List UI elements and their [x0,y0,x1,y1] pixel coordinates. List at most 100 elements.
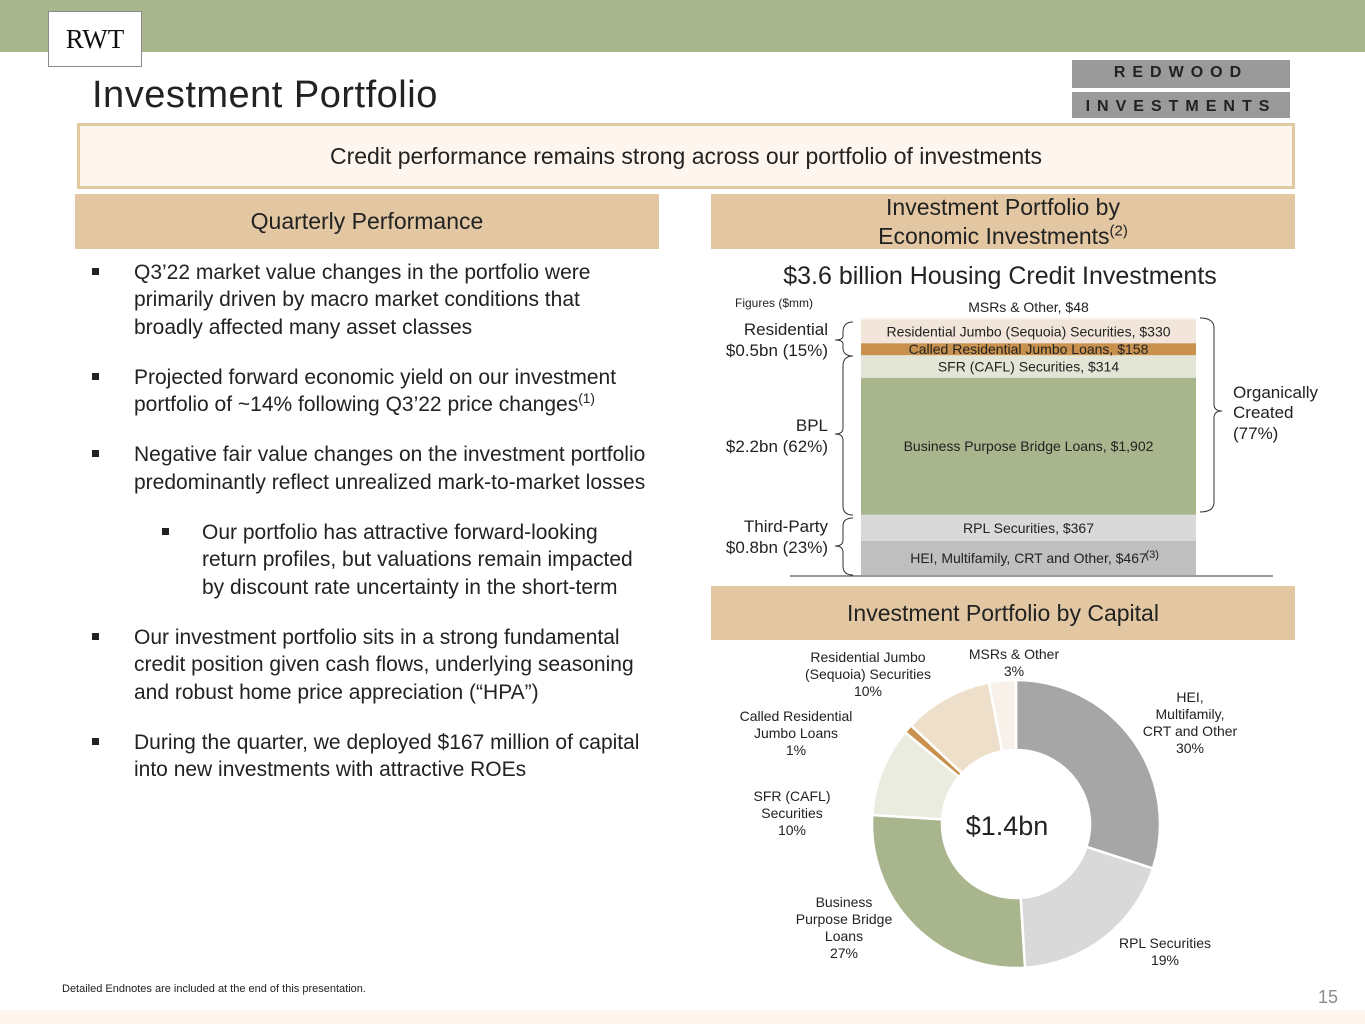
group-label-residential: Residential [744,320,828,339]
donut-label-business-purpose-bridge-loans: Business Purpose Bridge Loans 27% [796,894,893,961]
organic-label-2: Created [1233,403,1293,422]
bar-segment [861,343,1196,356]
group-value-third-party: $0.8bn (23%) [726,538,828,557]
bar-label-msrs-other: MSRs & Other, $48 [968,299,1089,315]
endnote-text: Detailed Endnotes are included at the en… [62,983,366,995]
rwt-badge: RWT [48,11,142,67]
bullet-marker [92,632,99,640]
bar-label-residential-jumbo-sequoia-securities: Residential Jumbo (Sequoia) Securities, … [886,323,1170,339]
donut-label-line: Jumbo Loans [754,725,838,741]
bullet-text: Our portfolio has attractive forward-loo… [202,521,633,599]
bullet-text: Q3’22 market value changes in the portfo… [134,261,591,339]
bar-label-hei-multifamily-crt-and-other: HEI, Multifamily, CRT and Other, $467 [910,550,1147,566]
bar-segments [861,318,1196,575]
organic-label-3: (77%) [1233,424,1278,443]
performance-bullets: Q3’22 market value changes in the portfo… [92,259,652,806]
donut-label-called-residential-jumbo-loans: Called Residential Jumbo Loans 1% [740,708,853,758]
bottom-bar [0,1010,1365,1024]
donut-label-line: 10% [854,683,882,699]
top-bar [0,0,1365,52]
donut-label-line: CRT and Other [1143,723,1238,739]
donut-slice [987,678,1018,753]
donut-label-line: Loans [825,928,863,944]
donut-label-line: 19% [1151,952,1179,968]
quarterly-performance-header: Quarterly Performance [75,194,659,249]
bullet-item: Our investment portfolio sits in a stron… [92,624,652,706]
economic-investments-header: Investment Portfolio by Economic Investm… [711,194,1295,249]
bar-segment [861,541,1196,575]
credit-banner: Credit performance remains strong across… [77,123,1295,189]
donut-label-line: Residential Jumbo [810,649,925,665]
donut-label-line: MSRs & Other [969,646,1060,662]
donut-label-residential-jumbo-sequoia-securities: Residential Jumbo (Sequoia) Securities 10% [805,649,931,699]
donut-center-label: $1.4bn [966,811,1049,841]
brace-organic [1199,317,1223,513]
donut-slice [870,813,1027,970]
bar-label-endnote: (3) [1146,549,1159,561]
page-number: 15 [1318,987,1339,1007]
logo-divider [1072,88,1290,92]
bullet-text: Negative fair value changes on the inves… [134,443,646,494]
donut-labels: HEI, Multifamily, CRT and Other 30% RPL Secu… [740,646,1238,968]
bar-segment [861,318,1196,320]
bar-segment [861,355,1196,378]
econ-header-endnote: (2) [1109,221,1128,239]
page-title: Investment Portfolio [92,74,438,116]
bar-label-business-purpose-bridge-loans: Business Purpose Bridge Loans, $1,902 [904,438,1154,454]
bullet-endnote: (1) [578,391,595,407]
bar-labels: HEI, Multifamily, CRT and Other, $467(3)… [886,299,1170,566]
donut-slice [1014,678,1162,871]
sub-bullet-item: Our portfolio has attractive forward-loo… [92,519,652,601]
bullet-marker [92,372,99,380]
donut-label-line: 30% [1176,740,1204,756]
donut-slice [1019,845,1155,970]
donut-label-line: Securities [761,805,822,821]
bar-label-called-residential-jumbo-loans: Called Residential Jumbo Loans, $158 [909,341,1149,357]
bullet-text: During the quarter, we deployed $167 mil… [134,730,640,782]
donut-label-line: Purpose Bridge [796,911,893,927]
group-value-residential: $0.5bn (15%) [726,341,828,360]
econ-header-line1: Investment Portfolio by [886,193,1120,220]
logo-line-2: INVESTMENTS [1085,98,1277,115]
bullet-item: During the quarter, we deployed $167 mil… [92,729,652,784]
bullet-text: Projected forward economic yield on our … [134,365,617,417]
capital-header: Investment Portfolio by Capital [711,586,1295,640]
bar-chart-units: Figures ($mm) [735,296,813,310]
bullet-item: Negative fair value changes on the inves… [92,441,652,496]
econ-header-line2: Economic Investments [878,222,1110,249]
donut-label-line: RPL Securities [1119,935,1211,951]
donut-label-line: (Sequoia) Securities [805,666,931,682]
donut-label-line: Multifamily, [1156,706,1225,722]
donut-label-line: SFR (CAFL) [754,788,831,804]
donut-label-line: Business [816,894,873,910]
group-label-bpl: BPL [796,416,828,435]
donut-label-line: Called Residential [740,708,853,724]
brace-bpl [834,355,854,516]
donut-label-line: 1% [786,742,806,758]
brace-residential [834,321,854,357]
redwood-logo: REDWOOD INVESTMENTS [1072,60,1290,118]
donut-label-line: 10% [778,822,806,838]
donut-label-hei-multifamily-crt-and-other: HEI, Multifamily, CRT and Other 30% [1143,689,1238,756]
donut-label-line: 27% [830,945,858,961]
donut-label-msrs-other: MSRs & Other 3% [969,646,1060,679]
bullet-item: Q3’22 market value changes in the portfo… [92,259,652,341]
donut-slices [870,678,1162,970]
bar-segment [861,319,1196,344]
donut-label-line: 3% [1004,663,1024,679]
donut-label-sfr-cafl-securities: SFR (CAFL) Securities 10% [754,788,831,838]
brace-third-party [834,517,854,576]
donut-label-line: HEI, [1176,689,1203,705]
bullet-item: Projected forward economic yield on our … [92,364,652,419]
bullet-marker [92,737,99,745]
bar-segment [861,514,1196,541]
donut-label-rpl-securities: RPL Securities 19% [1119,935,1211,968]
group-value-bpl: $2.2bn (62%) [726,437,828,456]
bullet-text: Our investment portfolio sits in a stron… [134,625,634,704]
bar-label-sfr-cafl-securities: SFR (CAFL) Securities, $314 [938,358,1119,374]
bullet-marker [162,528,169,536]
organic-label-1: Organically [1233,383,1319,402]
bar-chart-title: $3.6 billion Housing Credit Investments [783,262,1217,290]
bullet-marker [92,450,99,458]
